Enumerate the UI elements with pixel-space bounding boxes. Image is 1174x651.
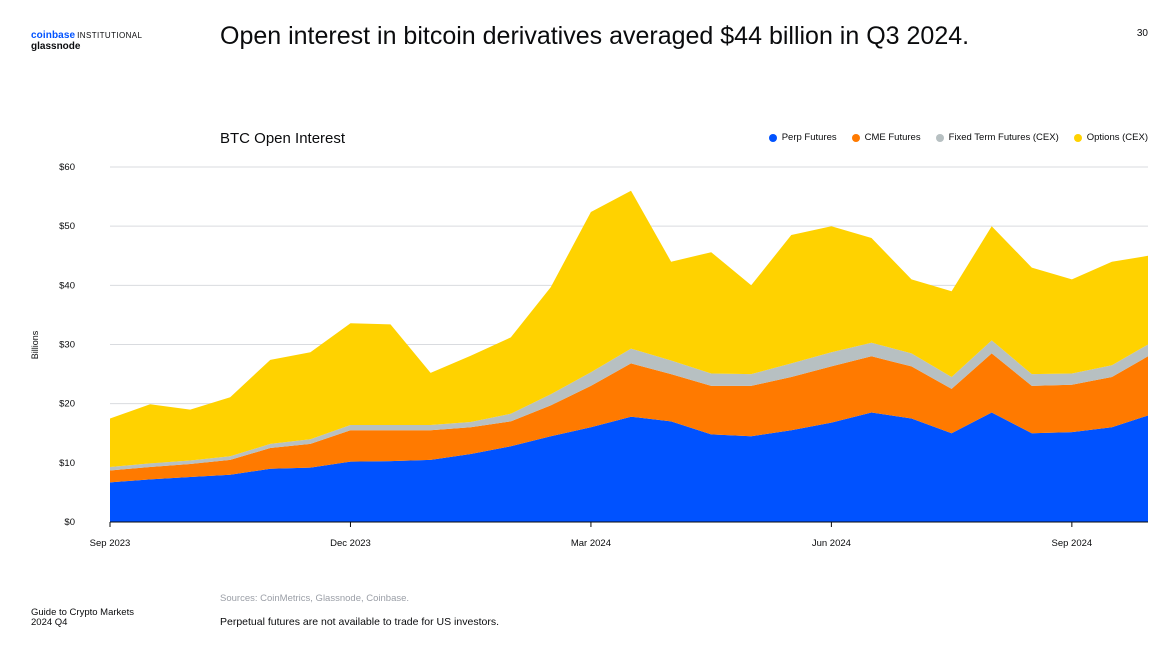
x-tick-label: Sep 2024 [1052, 538, 1093, 549]
brand-logo: coinbase INSTITUTIONAL glassnode [31, 28, 142, 52]
legend-dot-perp-icon [768, 133, 777, 142]
legend-item-options: Options (CEX) [1073, 132, 1148, 143]
legend-item-perp-futures: Perp Futures [768, 132, 837, 143]
legend-label-options: Options (CEX) [1086, 132, 1148, 143]
chart-title: BTC Open Interest [220, 130, 346, 147]
x-tick-label: Jun 2024 [812, 538, 851, 549]
stacked-areas [110, 190, 1148, 522]
y-tick-label: $30 [59, 340, 75, 351]
legend-dot-fixed-icon [935, 133, 944, 142]
guide-period: 2024 Q4 [31, 617, 68, 628]
chart-legend: Perp Futures CME Futures Fixed Term Futu… [768, 132, 1148, 143]
guide-label: Guide to Crypto Markets 2024 Q4 [31, 608, 134, 628]
y-tick-label: $40 [59, 280, 75, 291]
legend-label-perp-futures: Perp Futures [781, 132, 837, 143]
y-tick-label: $10 [59, 458, 75, 469]
sources-note: Sources: CoinMetrics, Glassnode, Coinbas… [220, 593, 410, 604]
y-tick-label: $20 [59, 399, 75, 410]
legend-label-fixed-term-futures: Fixed Term Futures (CEX) [948, 132, 1059, 143]
institutional-label: INSTITUTIONAL [77, 31, 143, 40]
x-tick-label: Sep 2023 [90, 538, 131, 549]
x-tick-label: Mar 2024 [571, 538, 611, 549]
y-tick-label: $60 [59, 162, 75, 173]
area-series-perp [110, 412, 1148, 522]
y-tick-label: $0 [64, 517, 75, 528]
disclaimer-note: Perpetual futures are not available to t… [220, 616, 499, 628]
legend-item-fixed-term-futures: Fixed Term Futures (CEX) [935, 132, 1059, 143]
y-tick-label: $50 [59, 221, 75, 232]
page-number: 30 [1136, 28, 1148, 39]
guide-title: Guide to Crypto Markets [31, 607, 134, 618]
legend-dot-options-icon [1073, 133, 1082, 142]
glassnode-wordmark: glassnode [31, 41, 81, 52]
axes: $0 $10 $20 $30 $40 $50 $60 Sep 2023 Dec 2023 Mar … [59, 162, 1148, 549]
x-tick-label: Dec 2023 [330, 538, 371, 549]
y-axis-label: Billions [30, 330, 40, 359]
coinbase-wordmark: coinbase [31, 30, 76, 41]
legend-dot-cme-icon [851, 133, 860, 142]
area-series-cme [110, 353, 1148, 483]
legend-item-cme-futures: CME Futures [851, 132, 921, 143]
area-series-options [110, 190, 1148, 467]
legend-label-cme-futures: CME Futures [864, 132, 921, 143]
page-headline: Open interest in bitcoin derivatives ave… [220, 22, 970, 50]
